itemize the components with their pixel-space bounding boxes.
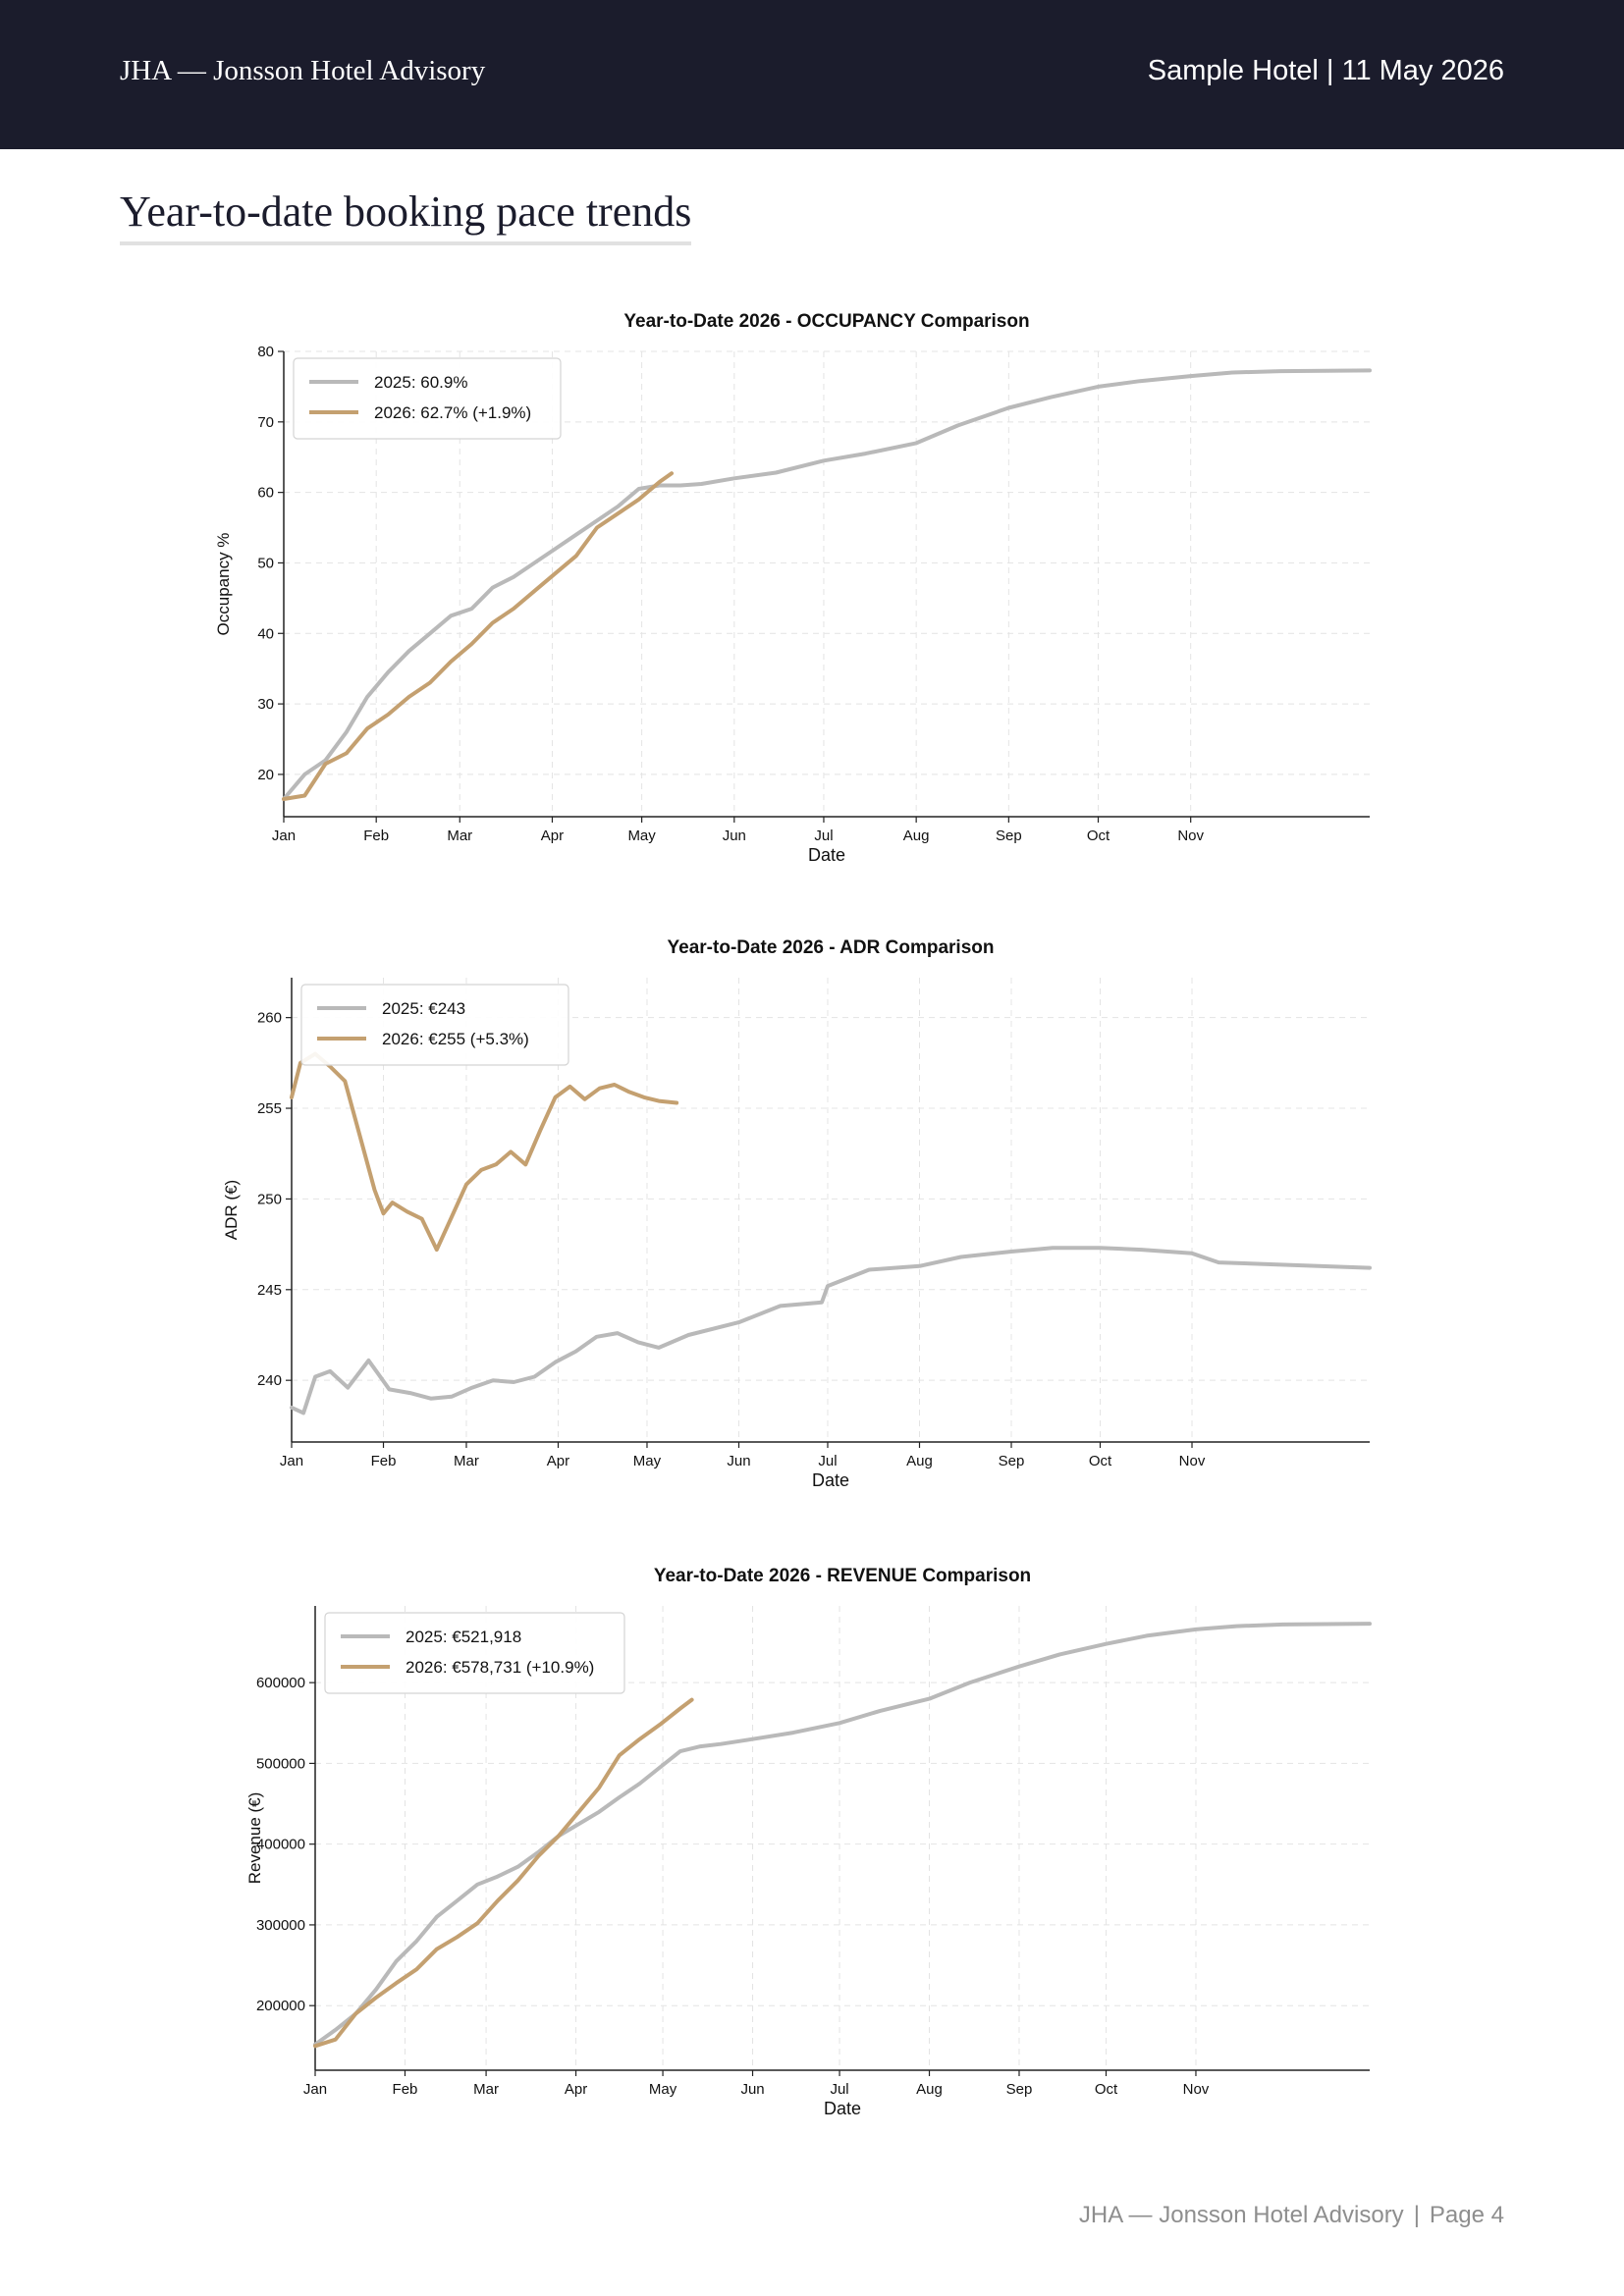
footer-brand: JHA — Jonsson Hotel Advisory [1078,2202,1404,2228]
header-hotel-date: Sample Hotel | 11 May 2026 [1147,55,1504,86]
occupancy-chart-svg: Year-to-Date 2026 - OCCUPANCY Comparison… [214,311,1372,865]
y-tick-label: 50 [257,555,274,571]
legend-box [293,357,562,440]
x-tick-label: Sep [996,828,1022,844]
x-tick-label: Jul [814,828,833,844]
y-axis-label: ADR (€) [222,1180,241,1240]
x-tick-label: Jan [280,1453,303,1469]
x-tick-label: Jan [272,828,296,844]
x-tick-label: May [633,1453,662,1469]
x-tick-label: Jun [740,2081,764,2098]
y-tick-label: 500000 [256,1755,305,1772]
x-tick-label: Apr [541,828,564,844]
x-tick-label: Oct [1089,1453,1112,1469]
x-tick-label: May [627,828,656,844]
x-tick-label: Nov [1177,828,1204,844]
x-tick-label: Feb [393,2081,418,2098]
legend-box [324,1612,625,1694]
legend-box [300,984,569,1066]
x-tick-label: Jul [818,1453,837,1469]
legend-label: 2025: €243 [382,999,465,1018]
y-tick-label: 20 [257,767,274,783]
x-tick-label: Apr [565,2081,587,2098]
header-brand: JHA — Jonsson Hotel Advisory [120,55,486,86]
x-tick-label: Jun [727,1453,750,1469]
x-tick-label: May [649,2081,677,2098]
revenue-chart-svg: Year-to-Date 2026 - REVENUE Comparison Ja… [245,1566,1372,2118]
legend-label: 2026: €255 (+5.3%) [382,1030,529,1048]
y-tick-label: 400000 [256,1837,305,1853]
page-title: Year-to-date booking pace trends [120,187,692,246]
series-line-2025 [290,1246,1372,1415]
x-tick-label: Jul [830,2081,848,2098]
x-tick-label: Aug [906,1453,933,1469]
adr-chart-svg: Year-to-Date 2026 - ADR Comparison Jan Feb… [222,937,1372,1490]
x-tick-label: Sep [1006,2081,1033,2098]
y-tick-label: 600000 [256,1675,305,1691]
y-tick-label: 260 [257,1010,282,1027]
chart-title: Year-to-Date 2026 - ADR Comparison [668,937,995,958]
x-tick-label: Sep [999,1453,1025,1469]
x-tick-label: Aug [903,828,930,844]
x-tick-label: Feb [363,828,389,844]
legend-label: 2025: €521,918 [406,1628,521,1646]
chart-title: Year-to-Date 2026 - OCCUPANCY Comparison [623,311,1029,332]
page-footer: JHA — Jonsson Hotel Advisory | Page 4 [1079,2202,1504,2229]
legend-label: 2026: €578,731 (+10.9%) [406,1658,594,1677]
x-tick-label: Apr [547,1453,569,1469]
x-axis-label: Date [808,845,845,865]
legend-label: 2025: 60.9% [374,373,467,392]
footer-separator: | [1413,2202,1420,2228]
y-tick-label: 70 [257,414,274,431]
y-tick-label: 200000 [256,1998,305,2014]
x-tick-label: Mar [447,828,472,844]
series-line-2025 [313,1622,1372,2047]
x-axis-label: Date [812,1470,849,1490]
y-tick-label: 245 [257,1282,282,1299]
series-line-2026 [290,1051,679,1253]
adr-chart: Year-to-Date 2026 - ADR Comparison Jan Feb… [0,923,1624,1512]
series-line-2026 [313,1697,694,2049]
x-tick-label: Oct [1087,828,1110,844]
occupancy-chart: Year-to-Date 2026 - OCCUPANCY Comparison… [0,294,1624,883]
y-tick-label: 60 [257,485,274,502]
chart-legend: 2025: €243 2026: €255 (+5.3%) [300,984,569,1066]
y-tick-label: 80 [257,344,274,360]
chart-title: Year-to-Date 2026 - REVENUE Comparison [654,1566,1031,1586]
y-tick-label: 30 [257,696,274,713]
series-line-2025 [282,368,1372,801]
x-tick-label: Aug [916,2081,943,2098]
x-tick-label: Jun [723,828,746,844]
y-tick-label: 40 [257,625,274,642]
x-tick-label: Nov [1183,2081,1210,2098]
chart-legend: 2025: €521,918 2026: €578,731 (+10.9%) [324,1612,625,1694]
x-tick-label: Nov [1179,1453,1206,1469]
y-tick-label: 250 [257,1191,282,1207]
y-axis-label: Occupancy % [214,533,233,636]
chart-legend: 2025: 60.9% 2026: 62.7% (+1.9%) [293,357,562,440]
x-tick-label: Oct [1095,2081,1118,2098]
footer-page-number: Page 4 [1429,2202,1504,2228]
x-tick-label: Jan [303,2081,327,2098]
x-tick-label: Mar [454,1453,479,1469]
y-tick-label: 240 [257,1372,282,1389]
y-tick-label: 300000 [256,1917,305,1934]
y-axis-label: Revenue (€) [245,1792,264,1885]
revenue-chart: Year-to-Date 2026 - REVENUE Comparison Ja… [0,1550,1624,2139]
report-header: JHA — Jonsson Hotel Advisory Sample Hote… [0,0,1624,149]
legend-label: 2026: 62.7% (+1.9%) [374,403,531,422]
y-tick-label: 255 [257,1100,282,1117]
x-tick-label: Mar [473,2081,499,2098]
x-axis-label: Date [824,2099,861,2118]
series-line-2026 [282,471,674,801]
x-tick-label: Feb [371,1453,397,1469]
